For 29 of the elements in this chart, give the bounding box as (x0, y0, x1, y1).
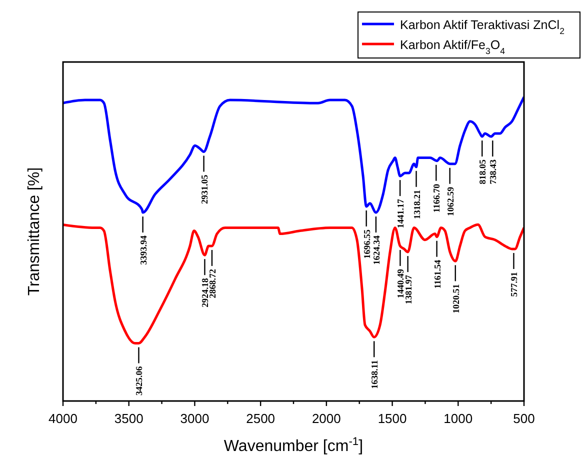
annotation: 1696.55 (362, 228, 372, 259)
annotation: 1624.34 (371, 235, 382, 265)
annotation: 1441.17 (396, 198, 406, 228)
x-tick-label: 1500 (378, 411, 407, 426)
x-tick-label: 1000 (444, 411, 473, 426)
legend-label: Karbon Aktif Teraktivasi ZnCl$_{2}$ (400, 18, 565, 36)
annotation: 1062.59 (445, 186, 456, 216)
annotation: 1166.70 (432, 183, 442, 213)
annotation: 1161.54 (432, 259, 442, 289)
annotation: 577.91 (509, 272, 520, 297)
annotation: 818.05 (478, 159, 488, 184)
x-tick-label: 3000 (180, 411, 210, 426)
annotation: 1638.11 (370, 360, 380, 389)
annotation: 3393.94 (138, 235, 148, 265)
x-tick-label: 3500 (114, 411, 144, 426)
annotation: 1381.97 (403, 274, 414, 304)
x-tick-label: 2500 (246, 411, 276, 426)
x-tick-label: 2000 (312, 411, 341, 426)
annotation: 1020.51 (450, 284, 461, 314)
annotation: 3425.06 (134, 366, 144, 396)
annotation: 738.43 (488, 159, 498, 184)
x-tick-label: 500 (513, 411, 535, 426)
annotation: 1318.21 (412, 189, 422, 220)
legend-label: Karbon Aktif/Fe$_{3}$O$_{4}$ (400, 38, 506, 56)
annotation: 1440.49 (396, 268, 406, 298)
y-axis-title: Transmittance [%] (26, 167, 43, 296)
annotation: 2931.05 (199, 174, 210, 204)
x-tick-label: 4000 (48, 411, 78, 426)
x-axis-title: Wavenumber [cm$^{-1}$] (224, 436, 364, 455)
